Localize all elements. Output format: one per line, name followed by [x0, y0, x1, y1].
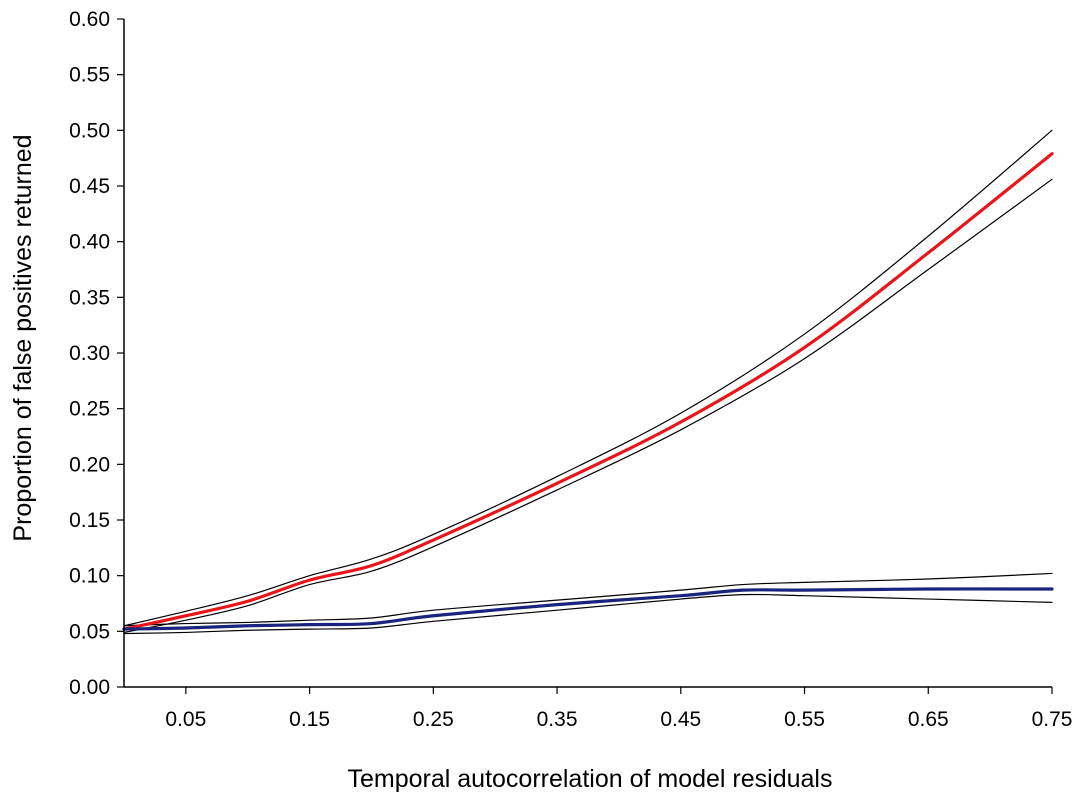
x-axis-ticks: 0.05 0.15 0.25 0.35 0.45 0.55 0.65 0.75 — [165, 687, 1072, 731]
y-tick-label: 0.45 — [69, 175, 110, 198]
y-tick-label: 0.55 — [69, 64, 110, 87]
x-axis-title: Temporal autocorrelation of model residu… — [348, 765, 833, 793]
y-tick-label: 0.35 — [69, 286, 110, 309]
x-tick-label: 0.65 — [908, 708, 949, 731]
y-tick-label: 0.20 — [69, 453, 110, 476]
y-axis-title: Proportion of false positives returned — [9, 134, 37, 541]
series-line-mean — [122, 152, 1054, 631]
x-tick-label: 0.15 — [289, 708, 330, 731]
series-line-bound — [123, 593, 1053, 635]
series-lines — [122, 129, 1054, 635]
x-tick-label: 0.35 — [537, 708, 578, 731]
y-tick-label: 0.50 — [69, 119, 110, 142]
series-line-bound — [123, 572, 1053, 627]
y-tick-label: 0.60 — [69, 8, 110, 31]
x-tick-label: 0.45 — [660, 708, 701, 731]
y-tick-label: 0.30 — [69, 342, 110, 365]
axes — [123, 19, 1052, 688]
x-tick-label: 0.55 — [784, 708, 825, 731]
y-tick-label: 0.25 — [69, 398, 110, 421]
series-line-mean — [122, 587, 1054, 631]
y-tick-label: 0.40 — [69, 231, 110, 254]
y-tick-label: 0.15 — [69, 509, 110, 532]
y-tick-label: 0.00 — [69, 676, 110, 699]
y-tick-label: 0.05 — [69, 620, 110, 643]
y-tick-label: 0.10 — [69, 565, 110, 588]
x-tick-label: 0.25 — [413, 708, 454, 731]
x-tick-label: 0.75 — [1032, 708, 1073, 731]
y-axis-ticks: 0.00 0.05 0.10 0.15 0.20 0.25 0.30 0.35 0.40 0.45… — [69, 8, 124, 699]
series-line-bound — [123, 178, 1053, 634]
series-line-bound — [123, 129, 1053, 627]
x-tick-label: 0.05 — [165, 708, 206, 731]
